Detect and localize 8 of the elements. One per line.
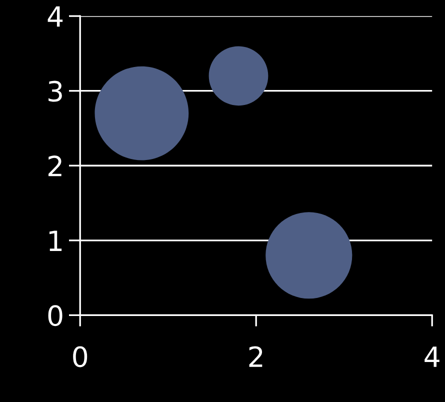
y-tick-label: 2 [48,156,62,176]
y-tick-label: 4 [48,6,63,27]
x-tick-label: 2 [249,346,262,367]
y-tick-label: 1 [50,230,62,251]
y-tick-label: 0 [48,305,62,326]
x-tick-label: 4 [424,346,440,367]
x-tick-label: 0 [73,346,88,368]
y-tick-label: 3 [48,80,62,102]
